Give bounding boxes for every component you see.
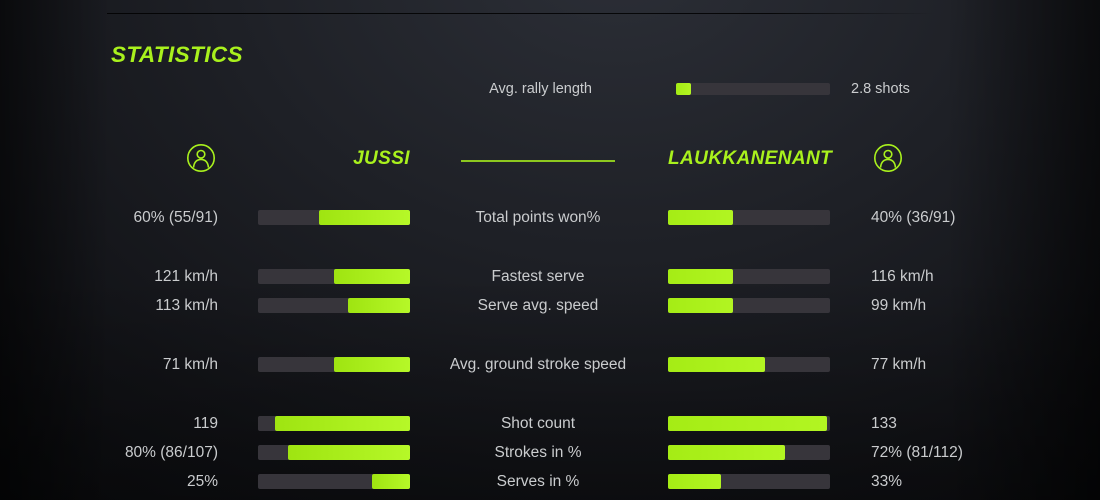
stat-left-bar — [258, 298, 410, 313]
stat-left-bar-fill — [318, 210, 410, 225]
stat-right-value: 33% — [871, 473, 903, 490]
stat-left-bar-fill — [347, 298, 410, 313]
stat-left-bar-fill — [288, 445, 410, 460]
player-left-person-icon — [186, 143, 216, 173]
stat-left-bar — [258, 416, 410, 431]
stat-row-strokes-in: 80% (86/107) Strokes in % 72% (81/112) — [0, 444, 1100, 461]
stat-label: Total points won% — [475, 209, 601, 226]
stat-right-bar-fill — [668, 298, 733, 313]
stat-right-bar-fill — [668, 474, 722, 489]
stat-left-bar — [258, 357, 410, 372]
stat-right-bar-fill — [668, 357, 766, 372]
stat-row-fastest-serve: 121 km/h Fastest serve 116 km/h — [0, 268, 1100, 285]
stat-left-value: 60% (55/91) — [133, 209, 218, 226]
stat-row-serves-in: 25% Serves in % 33% — [0, 473, 1100, 490]
stat-left-value: 119 — [193, 415, 218, 432]
stat-label: Serves in % — [496, 473, 580, 490]
stat-left-bar — [258, 269, 410, 284]
stat-label: Strokes in % — [494, 444, 582, 461]
rally-length-value: 2.8 shots — [851, 81, 910, 97]
rally-length-row: Avg. rally length 2.8 shots — [0, 80, 1100, 98]
rally-length-bar-fill — [676, 83, 692, 95]
stat-left-bar-fill — [274, 416, 410, 431]
stat-right-bar — [668, 210, 830, 225]
stat-right-bar — [668, 298, 830, 313]
stat-label: Shot count — [500, 415, 576, 432]
stat-left-value: 80% (86/107) — [124, 444, 218, 461]
stat-row-ground-stroke-speed: 71 km/h Avg. ground stroke speed 77 km/h — [0, 356, 1100, 373]
stat-left-bar-fill — [334, 357, 410, 372]
stat-left-bar — [258, 474, 410, 489]
stat-right-bar — [668, 474, 830, 489]
stat-right-value: 77 km/h — [871, 356, 927, 373]
stat-right-bar-fill — [668, 445, 785, 460]
stat-right-value: 99 km/h — [871, 297, 927, 314]
stat-right-bar-fill — [668, 416, 827, 431]
stat-label: Avg. ground stroke speed — [449, 356, 627, 373]
stat-right-bar-fill — [668, 269, 733, 284]
players-header: JUSSI LAUKKANENANT — [0, 143, 1100, 175]
stat-left-value: 121 km/h — [154, 268, 218, 285]
stat-left-value: 113 km/h — [155, 297, 218, 314]
stat-row-total-points: 60% (55/91) Total points won% 40% (36/91… — [0, 209, 1100, 226]
stat-right-bar — [668, 357, 830, 372]
page-title: STATISTICS — [111, 42, 243, 67]
players-divider-line — [461, 160, 615, 162]
stat-label: Serve avg. speed — [477, 297, 599, 314]
rally-length-label: Avg. rally length — [489, 81, 592, 97]
stat-label: Fastest serve — [491, 268, 585, 285]
player-left-name: JUSSI — [353, 148, 410, 169]
stat-left-bar — [258, 210, 410, 225]
top-divider — [107, 13, 935, 14]
stat-right-bar — [668, 445, 830, 460]
stat-left-value: 25% — [186, 473, 218, 490]
stat-right-bar-fill — [668, 210, 733, 225]
stat-row-shot-count: 119 Shot count 133 — [0, 415, 1100, 432]
rally-length-bar — [676, 83, 830, 95]
stat-row-serve-avg-speed: 113 km/h Serve avg. speed 99 km/h — [0, 297, 1100, 314]
stat-right-bar — [668, 416, 830, 431]
stat-right-value: 116 km/h — [871, 268, 934, 285]
player-right-name: LAUKKANENANT — [668, 148, 833, 169]
stat-right-value: 40% (36/91) — [871, 209, 956, 226]
stat-right-value: 72% (81/112) — [871, 444, 963, 461]
stat-left-bar-fill — [334, 269, 410, 284]
player-right-person-icon — [873, 143, 903, 173]
stat-left-bar — [258, 445, 410, 460]
stat-right-value: 133 — [871, 415, 897, 432]
stat-left-bar-fill — [372, 474, 410, 489]
stat-left-value: 71 km/h — [162, 356, 218, 373]
stat-right-bar — [668, 269, 830, 284]
